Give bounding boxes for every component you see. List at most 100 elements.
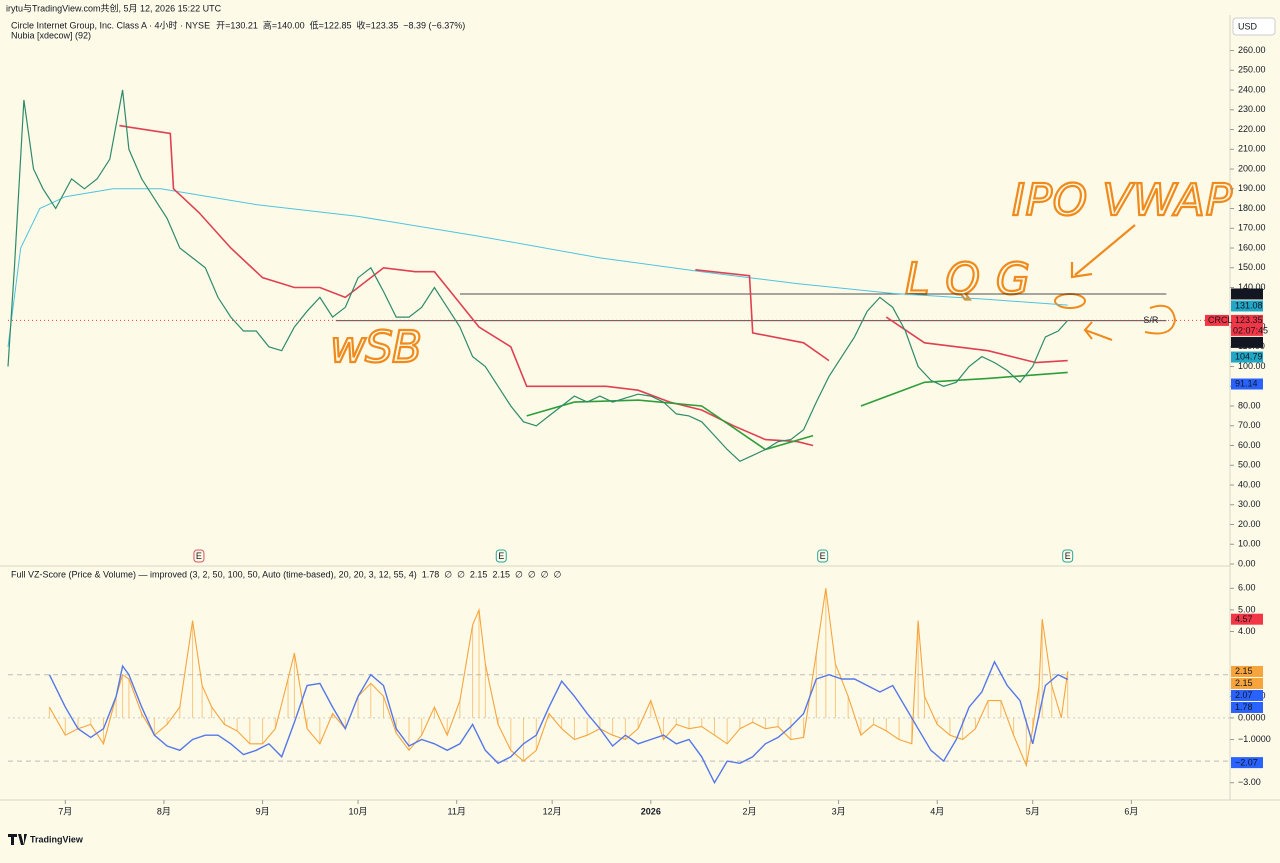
y-tick-label: 190.00 [1238,183,1266,193]
earnings-marker[interactable] [495,549,507,563]
symbol-tag [1205,314,1229,326]
y-tick-label: −3.00 [1238,777,1261,787]
x-tick-label: 11月 [448,806,466,816]
annotation-lqg: LQG [905,254,1030,305]
price-tag-label: 104.79 [1235,352,1263,362]
x-tick-label: 12月 [543,806,562,816]
earnings-marker[interactable] [193,549,205,563]
brand: TradingView [30,834,84,844]
x-tick-label: 2月 [742,806,756,816]
symbol-tag-label: CRCL [1208,315,1233,325]
price-tag [1231,665,1263,677]
y-tick-label: 70.00 [1238,420,1261,430]
ohlc-value: 高=140.00 [263,19,305,30]
price-tag [1231,378,1263,390]
y-tick-label: 100.00 [1238,361,1266,371]
bracket-mark [1144,304,1177,335]
series-line [526,371,1068,451]
price-tag [1231,613,1263,625]
price-tag [1231,689,1263,701]
y-tick-label: 150.00 [1238,262,1266,272]
price-tag-label: 2.15 [1235,666,1253,676]
indicator-title: Nubia [xdecow] (92) [11,30,91,40]
x-tick-label: 3月 [832,806,846,816]
y-tick-label: 250.00 [1238,65,1266,75]
y-tick-label: 0.0000 [1238,712,1266,722]
ohlc-value: 低=122.85 [310,19,352,30]
legend-value: ∅ [554,569,562,579]
price-tag [1231,336,1263,348]
y-tick-label: 170.00 [1238,223,1266,233]
symbol-title: Circle Internet Group, Inc. Class A · 4小… [11,19,210,30]
legend-value: ∅ [541,569,549,579]
earnings-label: E [1065,551,1071,561]
y-tick-label: 30.00 [1238,499,1261,509]
ohlc-value: −8.39 (−6.37%) [403,20,465,30]
price-tag-label: 1.78 [1235,702,1253,712]
indicator-title: Full VZ-Score (Price & Volume) — improve… [11,569,417,579]
price-tag [1231,757,1263,769]
price-tag-label: 136.73 [1235,289,1263,299]
currency[interactable]: USD [1238,21,1258,31]
y-tick-label: 4.00 [1238,626,1256,636]
x-tick-label: 9月 [256,806,270,816]
legend-value: ∅ [515,569,523,579]
price-tag [1231,351,1263,363]
y-tick-label: 220.00 [1238,124,1266,134]
earnings-marker[interactable] [817,549,829,563]
x-tick-label: 8月 [157,806,171,816]
x-tick-label: 5月 [1026,806,1040,816]
y-tick-label: 160.00 [1238,242,1266,252]
arrow [1070,224,1136,279]
y-tick-label: 6.00 [1238,583,1256,593]
price-tag [1231,701,1263,713]
line-label: S/R [1143,315,1159,325]
y-tick-label: 60.00 [1238,440,1261,450]
y-tick-label: 240.00 [1238,84,1266,94]
series-line [7,89,1069,463]
x-tick-label: 2026 [641,806,661,816]
handwriting: IPO VWAP LQG wSB [329,174,1234,374]
y-tick-label: 260.00 [1238,45,1266,55]
y-tick-label: 230.00 [1238,104,1266,114]
legend-value: 2.15 [470,569,488,579]
ohlc-value: 开=130.21 [216,20,258,30]
series-line [48,588,1069,768]
y-tick-label: 200.00 [1238,163,1266,173]
logo-icon [8,834,27,845]
legend-value: ∅ [528,569,536,579]
x-tick-label: 6月 [1124,806,1138,816]
price-tag-label: 131.08 [1235,301,1263,311]
y-tick-label: 0.00 [1238,558,1256,568]
countdown: 02:07:45 [1233,325,1268,335]
earnings-label: E [820,551,826,561]
earnings-label: E [196,551,202,561]
series-line [48,660,1069,785]
y-tick-label: 210.00 [1238,144,1266,154]
price-tag-label: 2.07 [1235,690,1253,700]
earnings-marker[interactable] [1062,549,1074,563]
legend-value: 1.78 [422,569,440,579]
price-tag-label: 2.15 [1235,678,1253,688]
price-tag [1231,677,1263,689]
price-tag-label: 123.35 [1235,315,1263,325]
currency-button[interactable] [1232,17,1276,36]
earnings-label: E [498,551,504,561]
y-tick-label: 50.00 [1238,460,1261,470]
price-tag [1231,300,1263,312]
x-tick-label: 7月 [58,806,72,816]
price-tag-label: −2.07 [1235,757,1258,767]
price-tag [1231,288,1263,300]
x-tick-label: 10月 [349,806,368,816]
legend-value: ∅ [444,569,452,579]
price-tag-label: 91.14 [1235,379,1258,389]
y-tick-label: 5.00 [1238,604,1256,614]
y-tick-label: 10.00 [1238,539,1261,549]
annotation-wsb: wSB [330,322,422,373]
series-line [7,188,1068,347]
y-tick-label: 40.00 [1238,479,1261,489]
y-tick-label: 140.00 [1238,282,1266,292]
ohlc-value: 收=123.35 [356,19,398,30]
